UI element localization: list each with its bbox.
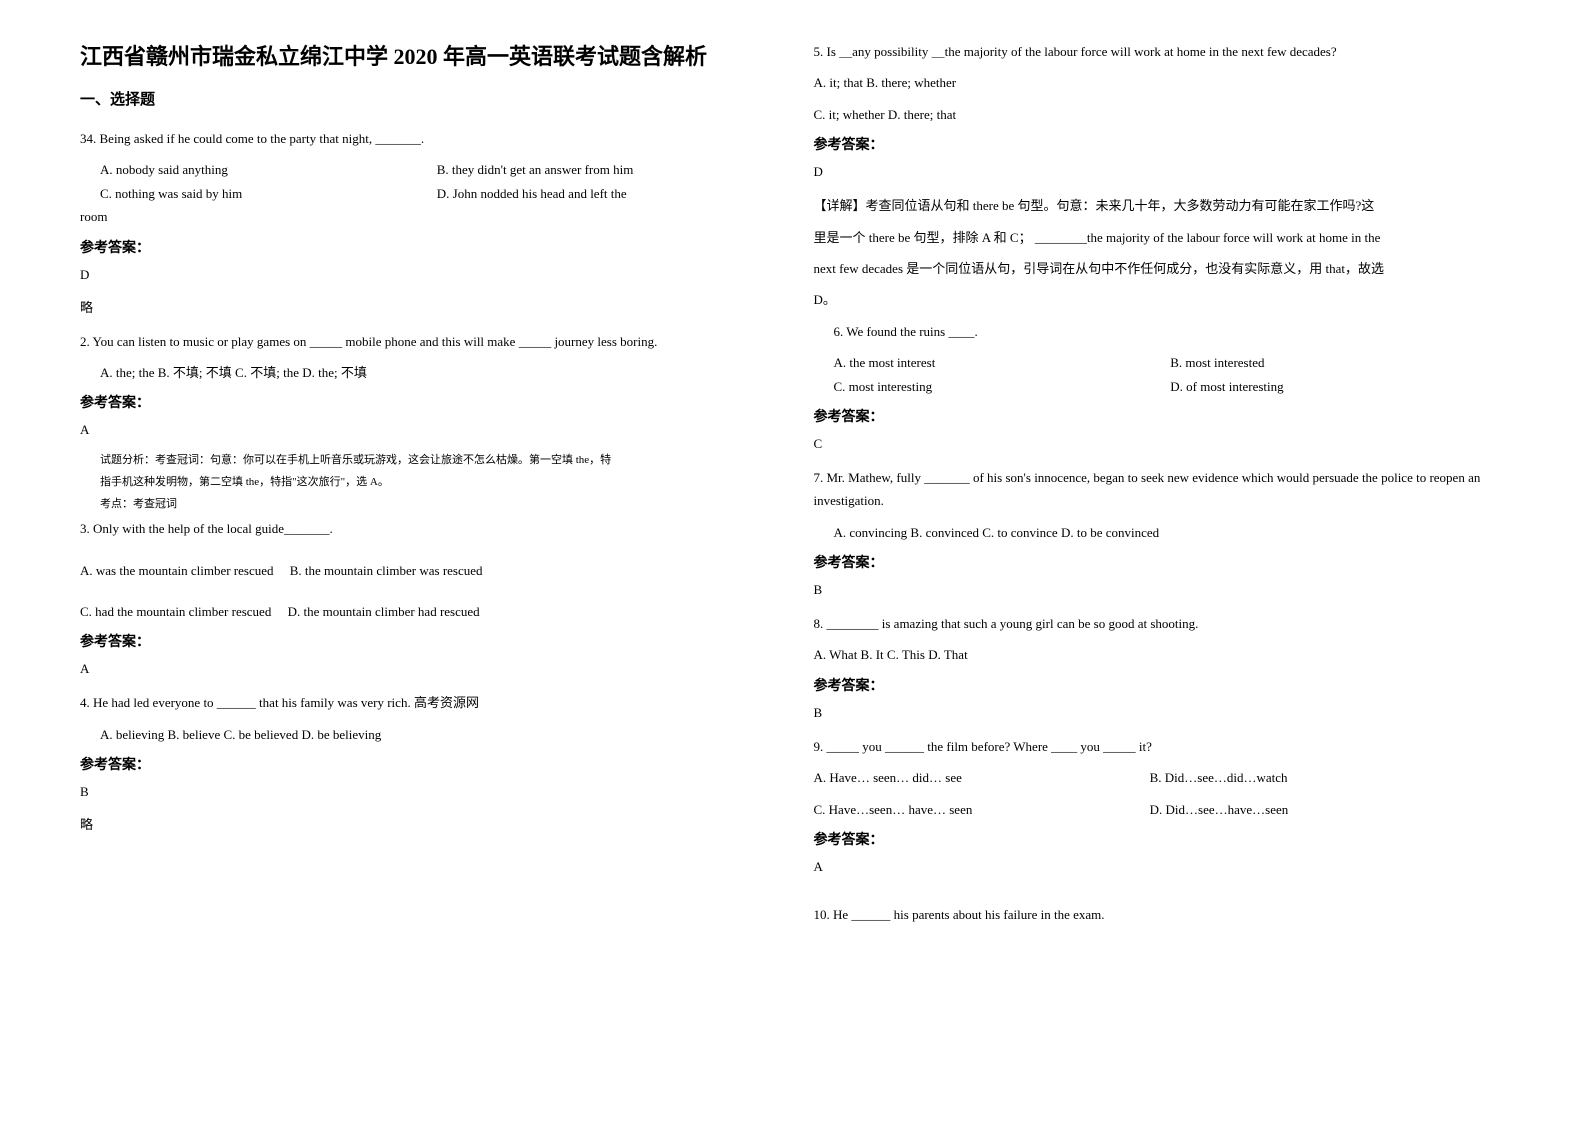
q7-answer-label: 参考答案： bbox=[814, 552, 1508, 572]
q6-answer-label: 参考答案： bbox=[814, 406, 1508, 426]
q9-row1: A. Have… seen… did… see B. Did…see…did…w… bbox=[814, 766, 1508, 789]
q9-optA: A. Have… seen… did… see bbox=[814, 766, 1147, 789]
q4-omit: 略 bbox=[80, 814, 774, 833]
q6-answer: C bbox=[814, 436, 1508, 452]
q9-optD: D. Did…see…have…seen bbox=[1150, 802, 1289, 817]
q3-stem: 3. Only with the help of the local guide… bbox=[80, 517, 774, 540]
q6-optA: A. the most interest bbox=[834, 351, 1171, 374]
q34-stem: 34. Being asked if he could come to the … bbox=[80, 127, 774, 150]
q34-optD: D. John nodded his head and left the bbox=[437, 182, 774, 205]
q3-answer-label: 参考答案： bbox=[80, 631, 774, 651]
q34-room: room bbox=[80, 205, 774, 228]
q9-optC: C. Have…seen… have… seen bbox=[814, 798, 1147, 821]
q34-optA: A. nobody said anything bbox=[100, 158, 437, 181]
q6-optC: C. most interesting bbox=[834, 375, 1171, 398]
q5-optAB: A. it; that B. there; whether bbox=[814, 71, 1508, 94]
q2-explain1: 试题分析：考查冠词：句意：你可以在手机上听音乐或玩游戏，这会让旅途不怎么枯燥。第… bbox=[80, 452, 774, 470]
q7-answer: B bbox=[814, 582, 1508, 598]
q4-answer: B bbox=[80, 784, 774, 800]
q8-answer: B bbox=[814, 705, 1508, 721]
q6-optD: D. of most interesting bbox=[1170, 375, 1507, 398]
q9-answer-label: 参考答案： bbox=[814, 829, 1508, 849]
q6-row1: A. the most interest B. most interested bbox=[814, 351, 1508, 374]
q34-answer-label: 参考答案： bbox=[80, 237, 774, 257]
q34-omit: 略 bbox=[80, 297, 774, 316]
q10-stem: 10. He ______ his parents about his fail… bbox=[814, 903, 1508, 926]
q3-row2: C. had the mountain climber rescued D. t… bbox=[80, 600, 774, 623]
q5-explain3: next few decades 是一个同位语从句，引导词在从句中不作任何成分，… bbox=[814, 257, 1508, 280]
q9-optB: B. Did…see…did…watch bbox=[1150, 770, 1288, 785]
q5-explain2: 里是一个 there be 句型，排除 A 和 C； ________the m… bbox=[814, 226, 1508, 249]
q7-opts: A. convincing B. convinced C. to convinc… bbox=[814, 521, 1508, 544]
q3-row1: A. was the mountain climber rescued B. t… bbox=[80, 559, 774, 582]
q34-options-row2: C. nothing was said by him D. John nodde… bbox=[80, 182, 774, 205]
document-title: 江西省赣州市瑞金私立绵江中学 2020 年高一英语联考试题含解析 bbox=[80, 40, 774, 73]
q4-answer-label: 参考答案： bbox=[80, 754, 774, 774]
q8-opts: A. What B. It C. This D. That bbox=[814, 643, 1508, 666]
q5-explain1: 【详解】考查同位语从句和 there be 句型。句意：未来几十年，大多数劳动力… bbox=[814, 194, 1508, 217]
q7-stem: 7. Mr. Mathew, fully _______ of his son'… bbox=[814, 466, 1508, 513]
q6-optB: B. most interested bbox=[1170, 351, 1507, 374]
q5-answer: D bbox=[814, 164, 1508, 180]
left-column: 江西省赣州市瑞金私立绵江中学 2020 年高一英语联考试题含解析 一、选择题 3… bbox=[60, 40, 794, 1082]
q3-optD: D. the mountain climber had rescued bbox=[288, 604, 480, 619]
q4-stem: 4. He had led everyone to ______ that hi… bbox=[80, 691, 774, 714]
right-column: 5. Is ＿any possibility ＿the majority of … bbox=[794, 40, 1528, 1082]
q9-stem: 9. _____ you ______ the film before? Whe… bbox=[814, 735, 1508, 758]
q34-answer: D bbox=[80, 267, 774, 283]
q3-optC: C. had the mountain climber rescued bbox=[80, 604, 271, 619]
q2-stem: 2. You can listen to music or play games… bbox=[80, 330, 774, 353]
q2-answer-label: 参考答案： bbox=[80, 392, 774, 412]
q2-answer: A bbox=[80, 422, 774, 438]
q6-row2: C. most interesting D. of most interesti… bbox=[814, 375, 1508, 398]
q5-answer-label: 参考答案： bbox=[814, 134, 1508, 154]
section-heading: 一、选择题 bbox=[80, 88, 774, 109]
q2-opts: A. the; the B. 不填; 不填 C. 不填; the D. the;… bbox=[80, 361, 774, 384]
q34-optB: B. they didn't get an answer from him bbox=[437, 158, 774, 181]
q6-stem: 6. We found the ruins ____. bbox=[814, 320, 1508, 343]
q5-optCD: C. it; whether D. there; that bbox=[814, 103, 1508, 126]
q8-stem: 8. ________ is amazing that such a young… bbox=[814, 612, 1508, 635]
q4-opts: A. believing B. believe C. be believed D… bbox=[80, 723, 774, 746]
q34-options-row1: A. nobody said anything B. they didn't g… bbox=[80, 158, 774, 181]
q2-explain2: 指手机这种发明物，第二空填 the，特指"这次旅行"，选 A。 bbox=[80, 474, 774, 492]
q34-optC: C. nothing was said by him bbox=[100, 182, 437, 205]
q8-answer-label: 参考答案： bbox=[814, 675, 1508, 695]
q9-answer: A bbox=[814, 859, 1508, 875]
q3-answer: A bbox=[80, 661, 774, 677]
q3-optB: B. the mountain climber was rescued bbox=[290, 563, 483, 578]
q5-explain4: D。 bbox=[814, 288, 1508, 311]
q3-optA: A. was the mountain climber rescued bbox=[80, 563, 274, 578]
q2-explain3: 考点：考查冠词 bbox=[80, 496, 774, 514]
q9-row2: C. Have…seen… have… seen D. Did…see…have… bbox=[814, 798, 1508, 821]
q5-stem: 5. Is ＿any possibility ＿the majority of … bbox=[814, 40, 1508, 63]
